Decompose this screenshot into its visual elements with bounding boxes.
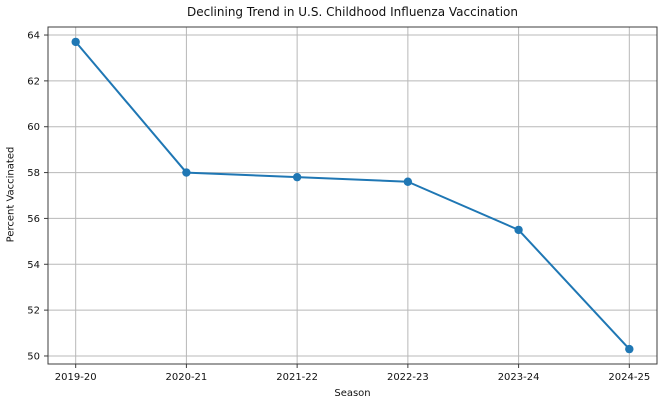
- chart-title: Declining Trend in U.S. Childhood Influe…: [187, 5, 518, 19]
- y-tick-label: 54: [27, 260, 40, 271]
- plot-border: [47, 26, 658, 365]
- x-tick-label: 2020-21: [166, 372, 208, 383]
- x-tick-label: 2019-20: [55, 372, 97, 383]
- y-tick-label: 60: [27, 122, 40, 133]
- data-point: [625, 344, 634, 354]
- x-tick-label: 2022-23: [387, 372, 429, 383]
- data-point: [292, 172, 302, 182]
- x-tick-label: 2024-25: [608, 372, 650, 383]
- data-point: [71, 37, 80, 47]
- data-point: [403, 177, 413, 186]
- x-tick-label: 2021-22: [276, 372, 318, 383]
- x-axis-label: Season: [334, 388, 371, 399]
- data-point: [182, 168, 191, 177]
- y-tick-label: 58: [27, 168, 40, 179]
- y-tick-label: 64: [27, 31, 40, 42]
- data-point: [514, 225, 523, 235]
- y-tick-label: 52: [27, 306, 40, 317]
- y-axis-label: Percent Vaccinated: [5, 146, 17, 243]
- x-tick-label: 2023-24: [498, 372, 540, 383]
- y-tick-label: 56: [27, 214, 40, 225]
- y-tick-label: 50: [27, 351, 40, 362]
- trend-line: [74, 40, 631, 351]
- y-tick-label: 62: [27, 76, 40, 87]
